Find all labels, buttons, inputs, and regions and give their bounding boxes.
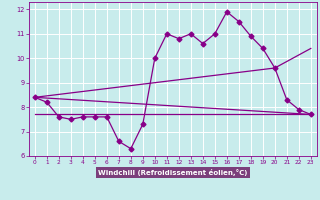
X-axis label: Windchill (Refroidissement éolien,°C): Windchill (Refroidissement éolien,°C) (98, 169, 247, 176)
